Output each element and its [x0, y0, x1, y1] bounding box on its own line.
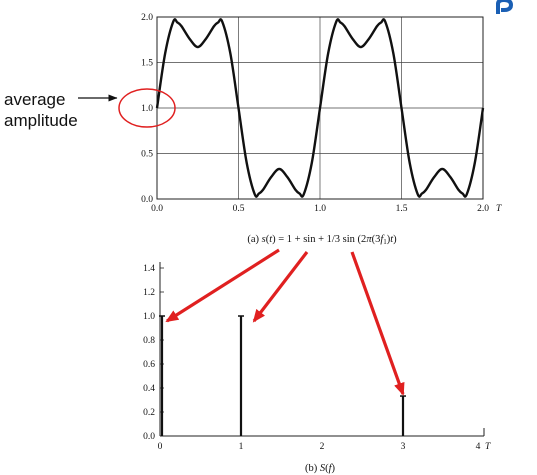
spectrum-y-tick-label: 1.2 — [143, 288, 155, 298]
spectrum-x-tick-label: 1 — [239, 442, 244, 452]
spectrum-y-tick-label: 1.4 — [143, 264, 155, 274]
spectrum-x-tick-label: 4 — [476, 442, 481, 452]
signal-line — [155, 18, 485, 198]
spectrum-tick-labels: 0.0 0.2 0.4 0.6 0.8 1.0 1.2 1.4 0 1 2 3 4 T — [143, 264, 491, 452]
time-y-tick-label: 1.0 — [141, 104, 153, 114]
time-x-tick-label: 2.0 — [477, 204, 489, 214]
component-arrows — [165, 248, 405, 396]
spectrum-y-tick-label: 0.8 — [143, 336, 155, 346]
spectrum-x-tick-label: 0 — [158, 442, 163, 452]
time-x-tick-label: 0.0 — [151, 204, 163, 214]
time-domain-chart: 0.0 0.5 1.0 1.5 2.0 0.0 0.5 1.0 1.5 2.0 T (a) s(t)… — [141, 13, 502, 246]
time-x-tick-label: 1.5 — [396, 204, 408, 214]
spectrum-axes — [159, 262, 485, 437]
cropped-heading-fragment — [496, 0, 537, 14]
spectrum-y-tick-label: 0.2 — [143, 408, 155, 418]
component-arrow — [350, 251, 405, 396]
spectrum-lines — [159, 315, 406, 436]
spectrum-x-tick-label: 2 — [320, 442, 325, 452]
average-amplitude-annotation: average amplitude — [4, 88, 176, 130]
spectrum-chart: 0.0 0.2 0.4 0.6 0.8 1.0 1.2 1.4 0 1 2 3 4 T (b) S(f) — [143, 262, 491, 474]
time-x-tick-label: 0.5 — [233, 204, 245, 214]
time-y-tick-label: 2.0 — [141, 13, 153, 23]
annotation-line-1: average — [4, 90, 65, 109]
time-y-tick-label: 0.0 — [141, 195, 153, 205]
spectrum-y-tick-label: 0.6 — [143, 360, 155, 370]
average-highlight-ellipse — [118, 88, 176, 128]
spectrum-y-tick-label: 1.0 — [143, 312, 155, 322]
component-arrow — [252, 251, 309, 323]
time-x-tick-label: 1.0 — [314, 204, 326, 214]
time-chart-tick-labels: 0.0 0.5 1.0 1.5 2.0 0.0 0.5 1.0 1.5 2.0 T — [141, 13, 502, 214]
time-y-tick-label: 1.5 — [141, 59, 153, 69]
heading-glyph-part — [496, 0, 514, 14]
annotation-line-2: amplitude — [4, 111, 78, 130]
spectrum-y-tick-label: 0.0 — [143, 432, 155, 442]
spectrum-x-unit-label: T — [485, 442, 491, 452]
time-x-unit-label: T — [496, 204, 502, 214]
time-y-tick-label: 0.5 — [141, 150, 153, 160]
spectrum-x-tick-label: 3 — [401, 442, 406, 452]
time-chart-caption: (a) s(t) = 1 + sin + 1/3 sin (2π(3f1)t) — [247, 234, 397, 246]
component-arrow — [165, 248, 280, 323]
spectrum-y-tick-label: 0.4 — [143, 384, 155, 394]
spectrum-chart-caption: (b) S(f) — [305, 463, 336, 474]
